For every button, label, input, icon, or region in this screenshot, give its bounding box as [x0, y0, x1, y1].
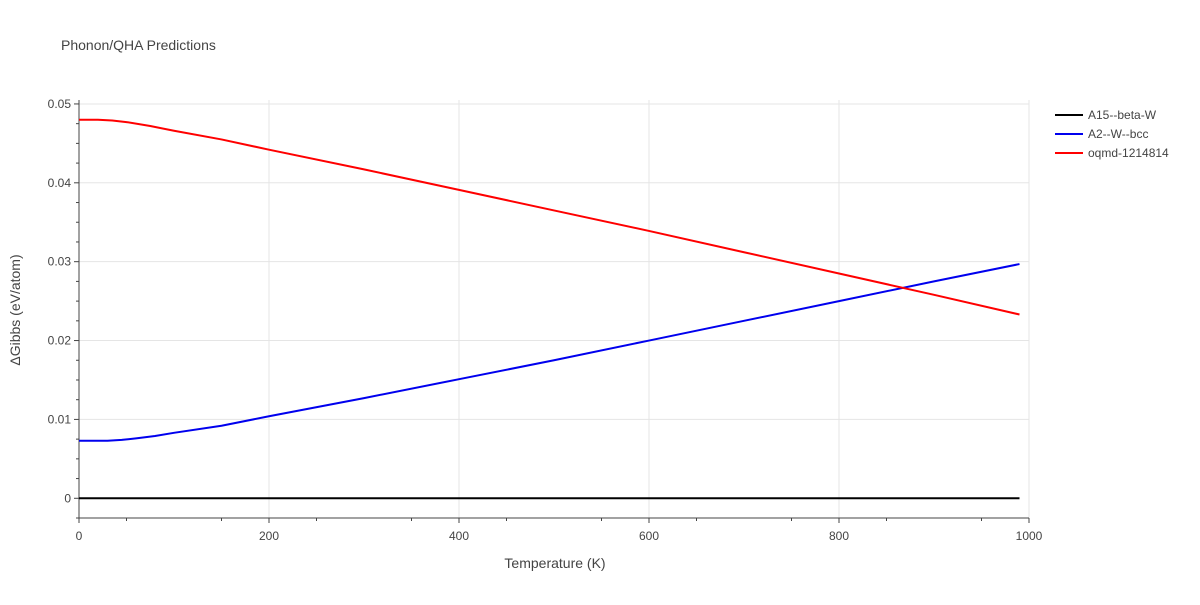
- x-tick-label: 800: [829, 529, 849, 543]
- axis-layer: 0 200 400 600 800 1000 0 0.01 0.02 0.03 0.04 0.05: [48, 97, 1043, 543]
- y-tick-label: 0: [64, 491, 71, 505]
- legend[interactable]: A15--beta-W A2--W--bcc oqmd-1214814: [1055, 108, 1169, 160]
- x-tick-label: 600: [639, 529, 659, 543]
- x-tick-label: 0: [76, 529, 83, 543]
- legend-label: A2--W--bcc: [1088, 127, 1148, 141]
- chart-title: Phonon/QHA Predictions: [61, 37, 216, 53]
- grid-layer: [79, 100, 1030, 518]
- y-tick-label: 0.04: [48, 176, 72, 190]
- y-tick-label: 0.03: [48, 255, 72, 269]
- legend-label: A15--beta-W: [1088, 108, 1157, 122]
- series-line-1[interactable]: [79, 263, 1020, 442]
- x-axis-title: Temperature (K): [504, 555, 605, 571]
- y-tick-label: 0.05: [48, 97, 72, 111]
- legend-item[interactable]: A15--beta-W: [1055, 108, 1157, 122]
- legend-item[interactable]: oqmd-1214814: [1055, 146, 1169, 160]
- x-tick-label: 400: [449, 529, 469, 543]
- series-line-2[interactable]: [79, 118, 1020, 316]
- legend-item[interactable]: A2--W--bcc: [1055, 127, 1148, 141]
- series-layer: [79, 118, 1020, 500]
- y-axis-title: ΔGibbs (eV/atom): [7, 254, 23, 365]
- y-tick-label: 0.02: [48, 334, 72, 348]
- y-tick-label: 0.01: [48, 412, 72, 426]
- x-tick-label: 200: [259, 529, 279, 543]
- legend-label: oqmd-1214814: [1088, 146, 1169, 160]
- x-tick-label: 1000: [1016, 529, 1043, 543]
